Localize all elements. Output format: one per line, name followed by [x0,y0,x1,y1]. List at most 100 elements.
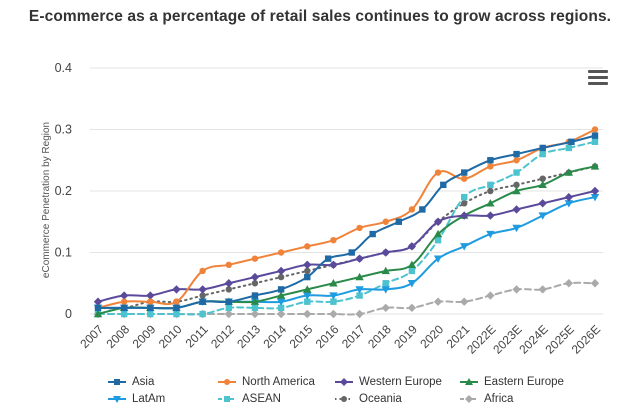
data-point-latam [407,280,417,288]
data-point-north-america [513,157,520,164]
data-point-north-america [356,224,363,232]
legend-label: Africa [484,393,514,405]
x-tick-label: 2014 [260,322,289,351]
data-point-oceania [461,200,468,207]
data-point-latam [303,292,312,300]
data-point-eastern-europe [538,180,547,189]
data-point-asean [539,150,546,158]
data-point-north-america [434,169,442,176]
data-point-asean [434,237,442,244]
data-point-north-america [408,206,416,213]
legend-item-western-europe[interactable]: Western Europe [335,376,442,388]
data-point-eastern-europe [564,168,574,176]
data-point-asia [419,206,426,213]
legend-label: Western Europe [359,376,442,388]
data-point-western-europe [276,266,286,276]
hamburger-menu-icon[interactable] [588,70,608,88]
data-point-western-europe [512,205,521,214]
legend-symbol-western-europe [335,378,353,386]
data-point-oceania [304,267,311,275]
data-point-latam [433,255,443,263]
x-tick-label: 2008 [103,322,132,351]
x-tick-label: 2022E [464,322,498,356]
data-point-asia [461,169,468,176]
data-point-asean [277,304,285,312]
data-point-africa [564,279,574,288]
legend-symbol-oceania [335,396,353,402]
data-point-asean [356,292,363,299]
data-point-asean [565,144,573,152]
data-point-north-america [591,126,599,133]
legend-item-asia[interactable]: Asia [108,376,154,388]
data-point-asean [304,298,311,305]
y-tick-label: 0.4 [55,61,72,75]
data-point-oceania [277,273,285,281]
x-tick-label: 2019 [391,322,420,351]
data-point-north-america [461,175,468,182]
data-point-north-america [173,298,180,305]
data-point-africa [433,297,443,306]
legend-symbol-north-america [218,379,236,385]
data-point-asia [395,218,403,225]
data-point-asia [251,292,259,299]
data-point-asean [173,310,180,318]
data-point-latam [381,286,390,294]
data-point-asia [324,255,332,262]
data-point-africa [355,309,364,319]
data-point-asean [330,298,337,305]
data-point-asia [539,144,546,152]
x-tick-label: 2013 [234,322,263,351]
data-point-western-europe [198,285,207,294]
x-tick-label: 2020 [417,322,446,351]
x-tick-label: 2015 [287,322,316,351]
x-tick-label: 2011 [183,322,211,350]
data-point-western-europe [564,192,574,202]
data-point-latam [564,200,574,208]
legend-item-eastern-europe[interactable]: Eastern Europe [460,376,564,388]
data-point-latam [329,292,338,300]
data-point-north-america [147,298,154,305]
data-point-western-europe [381,248,390,257]
y-tick-label: 0.1 [55,246,72,260]
data-point-asia [568,138,575,145]
data-point-latam [276,298,286,306]
data-point-western-europe [146,291,155,300]
data-point-eastern-europe [486,199,495,207]
legend-item-africa[interactable]: Africa [460,393,513,405]
legend-item-oceania[interactable]: Oceania [335,393,402,405]
x-tick-label: 2010 [156,322,185,351]
legend-label: Eastern Europe [484,376,564,388]
data-point-asean [382,280,389,287]
data-point-western-europe [433,217,443,226]
data-point-asean [199,310,206,318]
data-point-asia [173,304,180,312]
data-point-north-america [487,163,494,170]
data-point-eastern-europe [512,186,521,195]
legend-item-asean[interactable]: ASEAN [218,393,281,405]
data-point-north-america [251,255,259,262]
chart-title: E-commerce as a percentage of retail sal… [28,8,612,25]
data-point-asia [513,150,520,158]
data-point-eastern-europe [329,279,338,287]
data-point-eastern-europe [407,260,417,268]
data-point-north-america [382,218,389,225]
legend-item-north-america[interactable]: North America [218,376,315,388]
data-point-north-america [304,243,311,250]
chart-legend: Asia North America Western Europe Eastern E… [0,376,640,416]
data-point-western-europe [486,211,495,220]
series-line-asia [97,134,596,310]
data-point-latam [460,243,469,251]
legend-item-latam[interactable]: LatAm [108,393,165,405]
data-point-asia [120,304,128,312]
data-point-africa [512,285,521,294]
legend-symbol-latam [108,396,126,403]
data-point-africa [590,279,600,288]
data-point-asia [225,298,232,305]
data-point-latam [512,224,521,233]
data-point-asia [277,286,285,293]
data-point-asean [251,304,259,312]
series-line-oceania [97,165,596,310]
x-tick-label: 2007 [77,322,106,351]
data-point-western-europe [407,242,417,251]
data-point-africa [407,303,417,313]
